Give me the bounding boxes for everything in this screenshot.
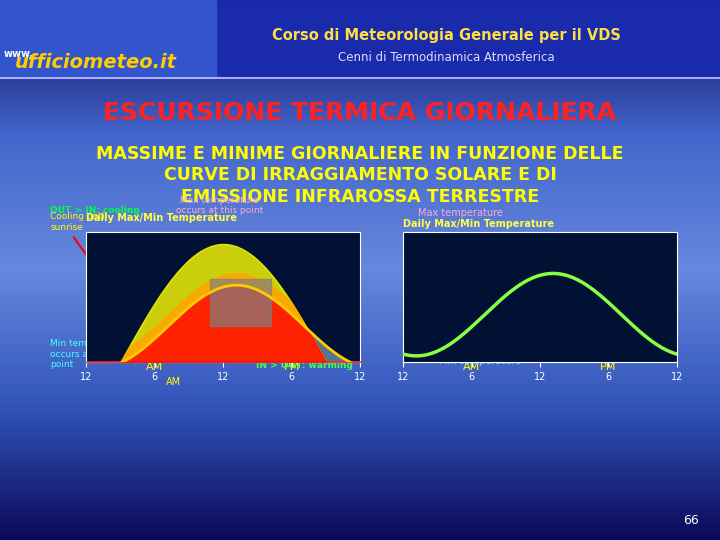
Text: 66: 66 xyxy=(683,514,699,527)
Text: IN > OUT: warming: IN > OUT: warming xyxy=(256,361,353,370)
Text: Min temperature
occurs at this
point: Min temperature occurs at this point xyxy=(50,340,127,369)
Text: Sunlight received
exceeds radiation out
IN > OUT: warming: Sunlight received exceeds radiation out … xyxy=(216,332,315,361)
Text: PM: PM xyxy=(284,362,300,372)
Text: www.: www. xyxy=(4,49,34,59)
Text: MASSIME E MINIME GIORNALIERE IN FUNZIONE DELLE: MASSIME E MINIME GIORNALIERE IN FUNZIONE… xyxy=(96,145,624,163)
Text: AM: AM xyxy=(463,362,480,372)
Bar xyxy=(0,0,720,78)
Text: Daily Max/Min Temperature: Daily Max/Min Temperature xyxy=(86,213,238,224)
Text: Cenni di Termodinamica Atmosferica: Cenni di Termodinamica Atmosferica xyxy=(338,51,554,64)
Text: CURVE DI IRRAGGIAMENTO SOLARE E DI: CURVE DI IRRAGGIAMENTO SOLARE E DI xyxy=(163,166,557,185)
Text: Corso di Meteorologia Generale per il VDS: Corso di Meteorologia Generale per il VD… xyxy=(272,28,621,43)
Bar xyxy=(0,0,216,78)
Text: ESCURSIONE TERMICA GIORNALIERA: ESCURSIONE TERMICA GIORNALIERA xyxy=(104,102,616,125)
Bar xyxy=(0,0,720,78)
Text: OUT > IN: cooling: OUT > IN: cooling xyxy=(50,206,140,215)
Text: Daily Max/Min Temperature: Daily Max/Min Temperature xyxy=(403,219,554,229)
Text: AM: AM xyxy=(166,377,181,387)
Text: Max temperature
occurs at this point: Max temperature occurs at this point xyxy=(176,196,264,215)
Text: Min temperature: Min temperature xyxy=(439,356,521,367)
Text: Max temperature: Max temperature xyxy=(418,208,503,218)
Text: Cooling until
sunrise: Cooling until sunrise xyxy=(50,212,108,232)
Text: AM: AM xyxy=(146,362,163,372)
Text: PM: PM xyxy=(600,362,616,372)
Text: ufficiometeo.it: ufficiometeo.it xyxy=(14,52,176,71)
Text: EMISSIONE INFRAROSSA TERRESTRE: EMISSIONE INFRAROSSA TERRESTRE xyxy=(181,188,539,206)
